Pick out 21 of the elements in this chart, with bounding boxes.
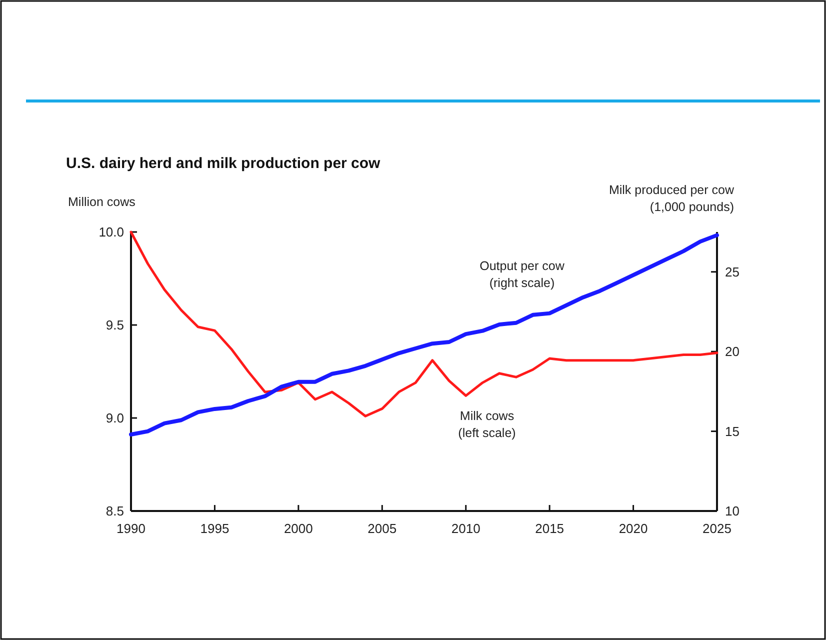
- x-tick-label: 2000: [284, 521, 313, 536]
- y2-axis-title: Milk produced per cow (1,000 pounds): [608, 183, 735, 214]
- x-tick-label: 2010: [451, 521, 480, 536]
- y2-tick-label: 20: [725, 344, 740, 360]
- y-tick-label: 10.0: [98, 224, 124, 240]
- x-tick-label: 2005: [368, 521, 397, 536]
- x-tick-label: 2020: [618, 521, 648, 536]
- y-tick-label: 9.5: [106, 318, 124, 333]
- y2-tick-label: 15: [725, 424, 740, 439]
- chart-title: U.S. dairy herd and milk production per cow: [66, 155, 381, 172]
- y2-tick-label: 25: [725, 264, 740, 280]
- x-tick-label: 2025: [702, 521, 732, 536]
- y2-tick-label: 10: [725, 504, 740, 519]
- y-tick-label: 9.0: [106, 410, 124, 426]
- annotation: Milk cows (left scale): [458, 409, 516, 440]
- y-tick-label: 8.5: [106, 504, 124, 519]
- annotation: Output per cow (right scale): [480, 259, 566, 290]
- x-tick-label: 1990: [116, 521, 146, 536]
- x-tick-label: 1995: [200, 521, 230, 536]
- x-tick-label: 2015: [535, 521, 564, 536]
- y-axis-title: Million cows: [68, 195, 136, 209]
